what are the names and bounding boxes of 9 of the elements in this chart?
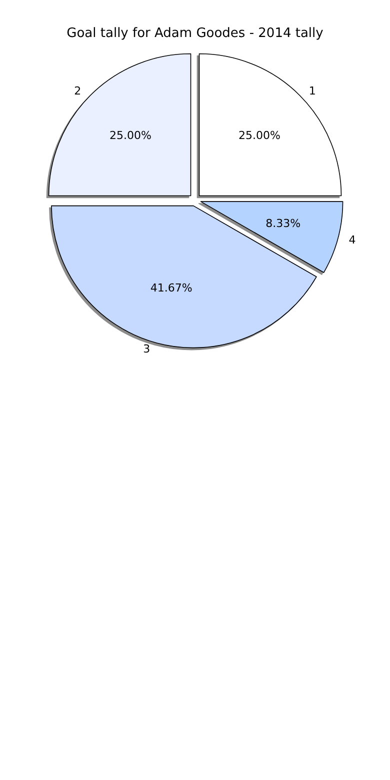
data-label: 25.00% <box>110 129 152 142</box>
slice-label: 2 <box>74 84 82 98</box>
data-label: 8.33% <box>266 217 301 230</box>
chart-title: Goal tally for Adam Goodes - 2014 tally <box>66 26 324 41</box>
data-label: 41.67% <box>150 282 192 295</box>
slice-label: 3 <box>143 342 150 356</box>
slice-label: 1 <box>308 84 316 98</box>
slice-label: 4 <box>348 233 356 246</box>
data-label: 25.00% <box>238 129 280 142</box>
